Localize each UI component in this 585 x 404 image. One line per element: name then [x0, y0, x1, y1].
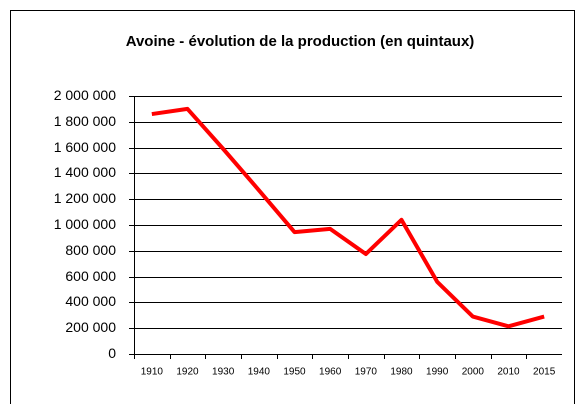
y-tick-label: 800 000 — [65, 242, 116, 258]
x-tick-label: 1920 — [176, 367, 199, 378]
x-tick-label: 1940 — [248, 367, 271, 378]
x-tick-label: 1930 — [212, 367, 235, 378]
x-tick-label: 2000 — [462, 367, 485, 378]
x-tick-label: 1960 — [319, 367, 342, 378]
y-tick-label: 0 — [108, 345, 116, 361]
x-tick-label: 2015 — [533, 367, 556, 378]
x-tick-label: 1950 — [283, 367, 306, 378]
x-tick-label: 1970 — [355, 367, 378, 378]
y-tick-label: 400 000 — [65, 293, 116, 309]
y-tick-label: 200 000 — [65, 319, 116, 335]
x-tick-label: 2010 — [497, 367, 520, 378]
chart-title: Avoine - évolution de la production (en … — [126, 33, 475, 50]
y-tick-label: 1 600 000 — [54, 139, 116, 155]
y-tick-label: 1 800 000 — [54, 113, 116, 129]
y-tick-label: 1 200 000 — [54, 190, 116, 206]
x-tick-label: 1990 — [426, 367, 449, 378]
x-tick-label: 1980 — [390, 367, 413, 378]
x-tick-label: 1910 — [141, 367, 164, 378]
y-tick-label: 600 000 — [65, 268, 116, 284]
data-line — [151, 106, 545, 329]
y-tick-label: 1 400 000 — [54, 164, 116, 180]
chart-border — [10, 10, 575, 404]
y-tick-label: 1 000 000 — [54, 216, 116, 232]
y-tick-label: 2 000 000 — [54, 87, 116, 103]
